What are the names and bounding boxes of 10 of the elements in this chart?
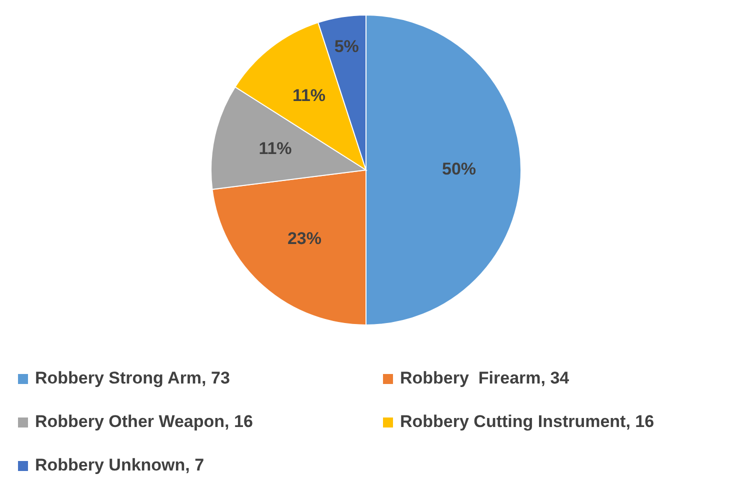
legend-label: Robbery Firearm, 34 [400,368,570,388]
data-label: 11% [292,86,326,105]
data-label: 23% [287,229,322,248]
data-label: 11% [258,139,292,158]
data-label: 50% [442,159,476,178]
legend-label: Robbery Unknown, 7 [35,455,204,474]
data-label: 5% [334,37,359,56]
legend-label: Robbery Strong Arm, 73 [35,368,230,388]
legend-label: Robbery Cutting Instrument, 16 [400,412,654,431]
legend-label: Robbery Other Weapon, 16 [35,412,253,431]
